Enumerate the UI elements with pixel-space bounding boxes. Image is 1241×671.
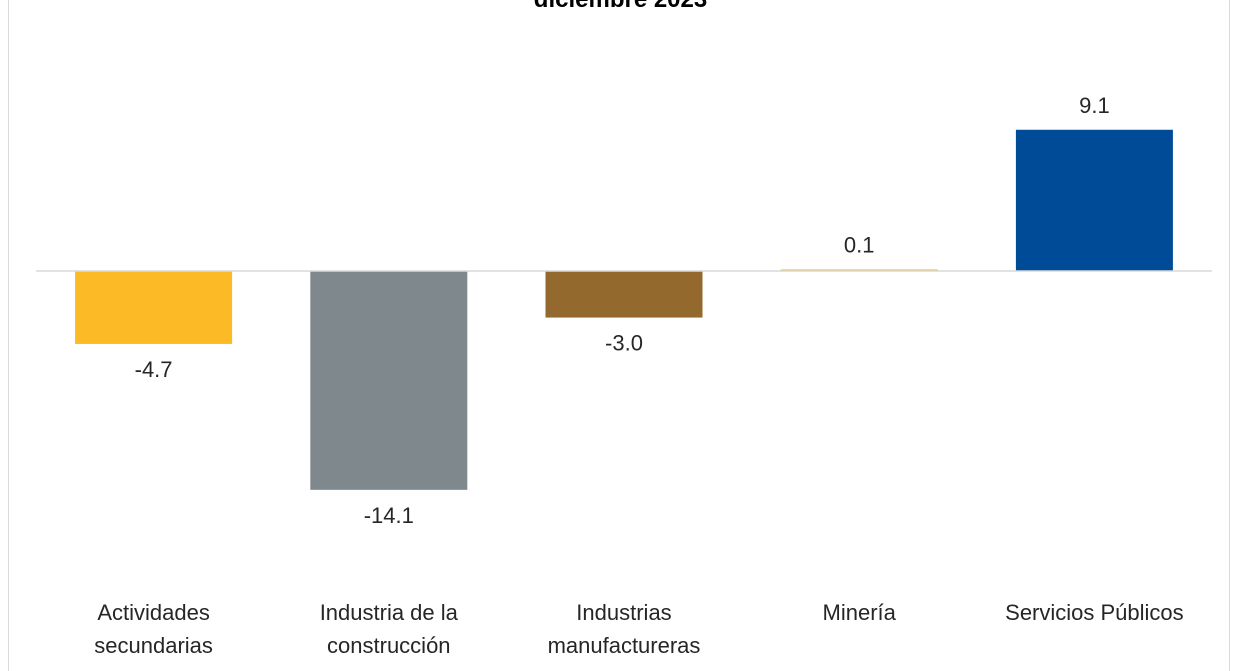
category-label: secundarias	[94, 633, 213, 658]
bar	[545, 271, 703, 318]
data-label: -14.1	[364, 503, 414, 528]
bar	[310, 271, 468, 490]
category-label: construcción	[327, 633, 451, 658]
category-label: Servicios Públicos	[1005, 600, 1184, 625]
chart-frame	[8, 0, 1230, 671]
chart-title: diciembre 2023	[0, 0, 1241, 16]
bar	[75, 271, 233, 344]
bar	[780, 269, 938, 271]
category-label: manufactureras	[548, 633, 701, 658]
category-label: Industria de la	[320, 600, 459, 625]
category-label: Industrias	[576, 600, 671, 625]
data-label: 0.1	[844, 232, 875, 257]
bar	[1015, 129, 1173, 271]
data-label: 9.1	[1079, 93, 1110, 118]
data-label: -3.0	[605, 331, 643, 356]
category-label: Minería	[823, 600, 897, 625]
data-label: -4.7	[135, 357, 173, 382]
category-label: Actividades	[97, 600, 210, 625]
